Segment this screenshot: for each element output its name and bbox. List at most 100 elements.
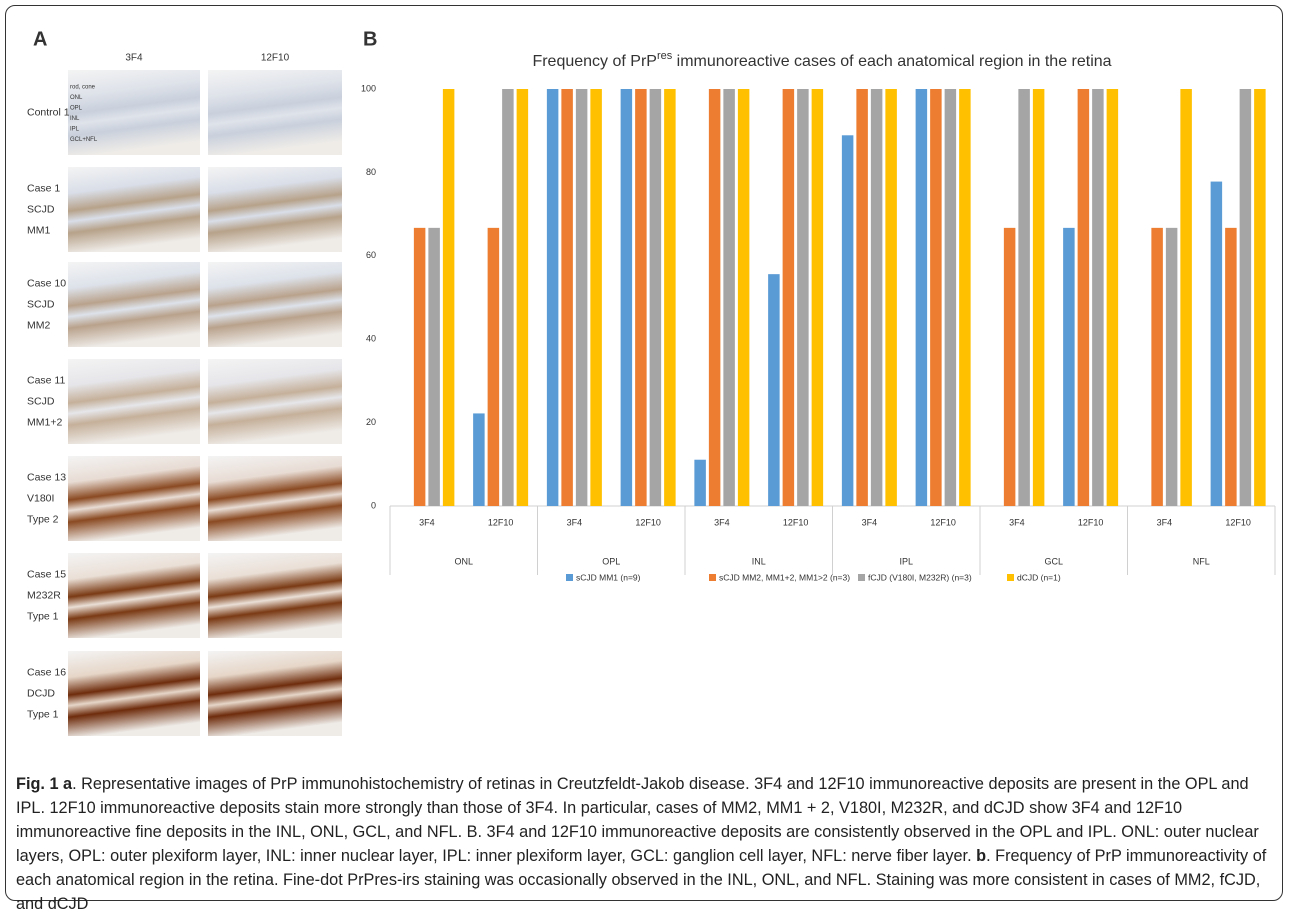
title-part: res	[657, 50, 673, 62]
column-header: 12F10	[261, 53, 290, 64]
bar	[664, 89, 676, 506]
x-tick-label: 12F10	[783, 517, 809, 527]
bar	[1151, 227, 1163, 506]
x-tick-label: 3F4	[419, 517, 435, 527]
bar	[1077, 89, 1090, 506]
bar	[737, 89, 750, 506]
x-tick-label: 3F4	[567, 517, 583, 527]
row-label: Case 10	[27, 277, 66, 289]
layer-label: ONL	[70, 95, 83, 101]
micrograph	[208, 651, 342, 736]
bar	[516, 89, 529, 506]
micrograph	[208, 456, 342, 541]
row-label: V180I	[27, 492, 54, 504]
panel-label: B	[363, 28, 377, 50]
layer-label: INL	[70, 116, 80, 122]
y-tick-label: 60	[366, 250, 376, 260]
group-label: ONL	[454, 556, 473, 566]
bar	[649, 89, 662, 506]
legend-swatch	[566, 574, 573, 581]
x-tick-label: 3F4	[714, 517, 730, 527]
bar	[723, 89, 735, 506]
row-label: Case 11	[27, 374, 65, 386]
row-label: MM2	[27, 319, 50, 331]
bar	[1239, 89, 1252, 506]
row-label: Case 1	[27, 182, 60, 194]
group-label: NFL	[1193, 556, 1210, 566]
bar	[590, 89, 602, 506]
bar	[797, 89, 809, 506]
bar	[1225, 227, 1237, 506]
legend-label: sCJD MM1 (n=9)	[576, 572, 641, 582]
x-tick-label: 12F10	[635, 517, 661, 527]
y-tick-label: 40	[366, 334, 376, 344]
group-label: OPL	[602, 556, 620, 566]
bar	[1106, 89, 1119, 506]
bar	[870, 89, 883, 506]
layer-label: rod, cone	[70, 85, 96, 91]
row-label: DCJD	[27, 687, 55, 699]
row-label: SCJD	[27, 395, 55, 407]
bar	[473, 413, 485, 506]
row-label: Case 13	[27, 471, 66, 483]
group-label: INL	[752, 556, 766, 566]
micrograph	[68, 651, 200, 736]
bar	[782, 89, 795, 506]
row-label: M232R	[27, 589, 61, 601]
bar	[885, 89, 897, 506]
bar	[442, 89, 455, 506]
bar	[1254, 89, 1266, 506]
bar	[546, 89, 559, 506]
row-label: SCJD	[27, 203, 55, 215]
bar	[635, 89, 647, 506]
bar	[1180, 89, 1192, 506]
bar	[930, 89, 942, 506]
bar	[959, 89, 971, 506]
layer-label: OPL	[70, 106, 83, 112]
micrograph	[68, 262, 200, 347]
bar	[944, 89, 957, 506]
bar	[1032, 89, 1045, 506]
figure-frame	[5, 5, 1283, 901]
x-tick-label: 3F4	[1157, 517, 1173, 527]
y-tick-label: 20	[366, 417, 376, 427]
caption: Fig. 1 a. Representative images of PrP i…	[16, 772, 1278, 916]
chart-title: Frequency of PrPres immunoreactive cases…	[532, 50, 1111, 70]
legend-swatch	[709, 574, 716, 581]
layer-label: GCL+NFL	[70, 137, 98, 143]
title-part: immunoreactive cases of each anatomical …	[672, 53, 1111, 70]
micrograph	[68, 70, 200, 155]
bar	[1165, 227, 1178, 506]
x-tick-label: 3F4	[862, 517, 878, 527]
y-tick-label: 0	[371, 500, 376, 510]
caption-text: Fig. 1	[16, 775, 64, 793]
legend-label: dCJD (n=1)	[1017, 572, 1061, 582]
y-tick-label: 100	[361, 83, 376, 93]
bar	[487, 227, 500, 506]
column-header: 3F4	[125, 53, 143, 64]
micrograph	[68, 456, 200, 541]
micrograph	[208, 70, 342, 155]
bar	[708, 89, 721, 506]
bar	[811, 89, 824, 506]
bar	[768, 274, 780, 506]
x-tick-label: 3F4	[1009, 517, 1025, 527]
bar	[575, 89, 588, 506]
micrograph	[208, 262, 342, 347]
figure: A B 3F4 12F10 Control 1 Case 1 SCJD MM1 Case 1…	[27, 28, 1276, 736]
caption-text: . Representative images of PrP immunohis…	[16, 775, 1259, 865]
bar	[915, 89, 928, 506]
row-label: SCJD	[27, 298, 55, 310]
caption-text: a	[63, 775, 73, 793]
bar	[502, 89, 514, 506]
bar	[856, 89, 868, 506]
caption-text: . Frequency of PrP immunoreactivity of e…	[16, 847, 1267, 913]
group-label: IPL	[899, 556, 913, 566]
bar	[1003, 227, 1016, 506]
title-part: Frequency of PrP	[532, 53, 657, 70]
legend-label: fCJD (V180I, M232R) (n=3)	[868, 572, 972, 582]
group-label: GCL	[1044, 556, 1063, 566]
bar	[1092, 89, 1104, 506]
bar	[620, 89, 633, 506]
